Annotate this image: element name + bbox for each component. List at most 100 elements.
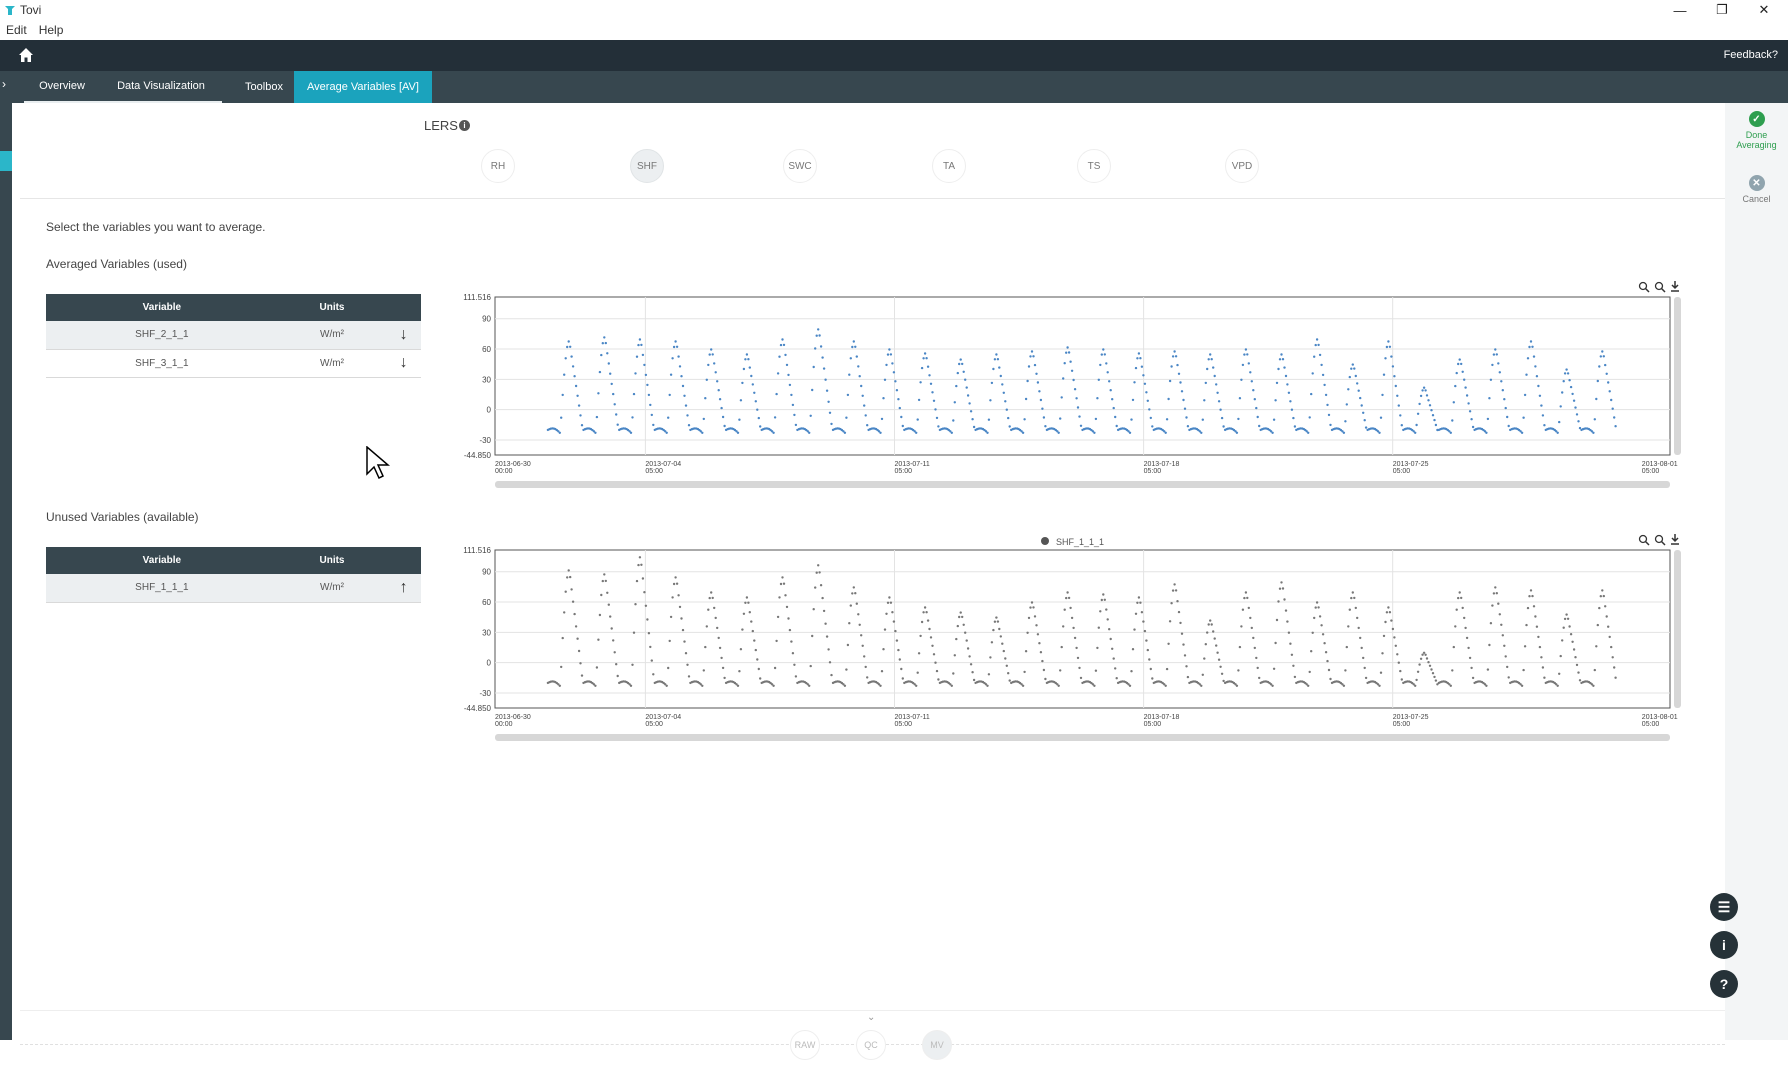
data-point (1454, 625, 1457, 628)
y-tick-label: 60 (482, 345, 491, 354)
vertical-scrollbar[interactable] (1674, 297, 1681, 455)
data-point (888, 348, 891, 351)
tab-data-visualization[interactable]: Data Visualization (100, 71, 222, 103)
menu-help[interactable]: Help (38, 23, 64, 37)
data-point (570, 355, 573, 358)
data-point (1379, 671, 1383, 674)
data-point (684, 404, 688, 407)
data-point (646, 618, 649, 621)
done-averaging-button[interactable]: ✓ Done Averaging (1725, 111, 1788, 150)
data-point (1541, 666, 1545, 669)
data-point (604, 341, 607, 345)
step-raw[interactable]: RAW (790, 1030, 820, 1060)
move-down-arrow-icon[interactable]: ↓ (399, 354, 408, 371)
var-group-ts[interactable]: TS (1077, 149, 1111, 183)
data-point (647, 393, 651, 397)
minimize-icon[interactable]: — (1673, 2, 1687, 18)
data-point (1360, 404, 1363, 407)
feedback-link[interactable]: Feedback? (1723, 49, 1778, 61)
info-circle-icon[interactable]: i (1710, 931, 1738, 959)
data-point (1400, 424, 1403, 427)
tab-overview[interactable]: Overview (24, 71, 100, 103)
close-icon[interactable]: ✕ (1758, 2, 1770, 17)
y-tick-label: -44.850 (464, 704, 492, 713)
data-point (1149, 416, 1152, 420)
data-point (686, 663, 689, 666)
var-group-vpd[interactable]: VPD (1225, 149, 1259, 183)
zoom-out-icon[interactable] (1654, 534, 1666, 546)
data-point (1464, 626, 1467, 630)
data-point (1272, 667, 1276, 670)
move-up-arrow-icon[interactable]: ↑ (399, 578, 408, 596)
data-point (1498, 613, 1502, 616)
unused-variables-chart[interactable]: SHF_1_1_1 111.516 90 60 30 0 -30 -44.8502013-06… (450, 528, 1690, 748)
data-point (889, 601, 893, 604)
download-icon[interactable] (1671, 534, 1679, 545)
data-point (1292, 664, 1295, 667)
data-point (1139, 357, 1142, 360)
download-icon[interactable] (1671, 281, 1679, 292)
data-point (1526, 606, 1530, 610)
data-point (1592, 431, 1595, 434)
data-point (1234, 683, 1237, 686)
help-icon[interactable]: ? (1710, 970, 1738, 998)
data-point (842, 683, 845, 686)
data-point (638, 556, 642, 559)
data-point (1419, 394, 1423, 398)
tab-average-variables[interactable]: Average Variables [AV] (294, 71, 432, 103)
zoom-out-icon[interactable] (1654, 281, 1666, 293)
data-point (1201, 673, 1204, 676)
data-point (1320, 624, 1323, 627)
step-mv[interactable]: MV (922, 1030, 952, 1060)
move-down-arrow-icon[interactable]: ↓ (399, 325, 408, 343)
cancel-button[interactable]: ✕ Cancel (1725, 175, 1788, 204)
var-group-swc[interactable]: SWC (783, 149, 817, 183)
data-point (1001, 383, 1004, 386)
data-point (1359, 396, 1362, 400)
data-point (1354, 374, 1357, 378)
data-point (987, 418, 991, 421)
y-tick-label: 111.516 (463, 293, 491, 302)
data-point (1425, 394, 1429, 397)
zoom-in-icon[interactable] (1638, 534, 1650, 546)
collapse-chevron-icon[interactable]: ⌄ (867, 1012, 876, 1023)
data-point (723, 676, 726, 680)
step-qc[interactable]: QC (856, 1030, 886, 1060)
data-point (707, 363, 710, 367)
var-group-shf[interactable]: SHF (630, 149, 664, 183)
data-point (754, 400, 757, 403)
notes-icon[interactable]: ☰ (1710, 893, 1738, 921)
y-tick-label: 111.516 (463, 546, 491, 555)
menu-edit[interactable]: Edit (6, 23, 27, 37)
data-point (1463, 378, 1466, 381)
data-point (1149, 667, 1152, 671)
data-point (1326, 659, 1329, 663)
data-point (736, 684, 740, 687)
data-point (1039, 651, 1043, 654)
data-point (900, 415, 903, 419)
var-group-ta[interactable]: TA (932, 149, 966, 183)
data-point (557, 430, 560, 433)
horizontal-scrollbar[interactable] (495, 481, 1670, 488)
data-point (1433, 675, 1436, 679)
var-group-rh[interactable]: RH (481, 149, 515, 183)
restore-icon[interactable]: ❐ (1716, 2, 1728, 17)
data-point (750, 374, 753, 378)
data-point (745, 353, 749, 356)
info-icon[interactable]: i (459, 120, 470, 131)
data-point (1535, 625, 1539, 628)
x-tick-label: 05:00 (1144, 721, 1162, 728)
data-point (1578, 679, 1582, 682)
data-point (1035, 372, 1038, 375)
horizontal-scrollbar[interactable] (495, 734, 1670, 741)
data-point (1240, 378, 1243, 381)
tab-toolbox[interactable]: Toolbox (245, 81, 283, 93)
vertical-scrollbar[interactable] (1674, 550, 1681, 708)
data-point (1133, 628, 1136, 631)
home-icon[interactable] (18, 47, 34, 63)
expand-sidebar-icon[interactable]: › (2, 77, 6, 91)
x-tick-label: 2013-07-11 (895, 714, 930, 721)
data-point (1451, 669, 1454, 672)
zoom-in-icon[interactable] (1638, 281, 1650, 293)
